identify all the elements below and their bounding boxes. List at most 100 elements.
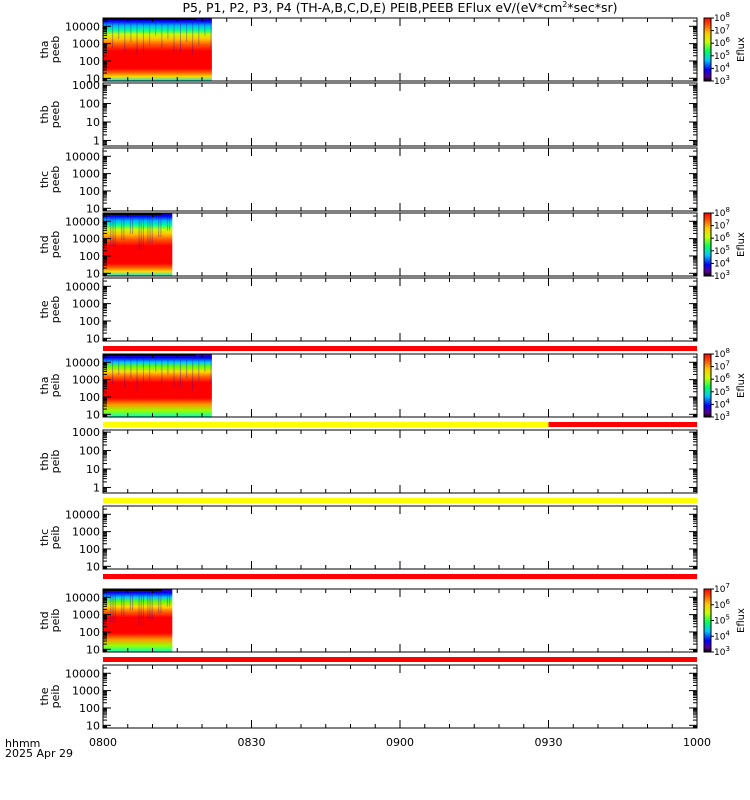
spectrogram-streak [136, 20, 138, 55]
y-tick-label: 10 [86, 267, 100, 280]
y-axis-label-line: tha [38, 40, 51, 58]
y-tick-label: 1 [93, 481, 100, 494]
y-tick-label: 100 [79, 626, 100, 639]
spectrogram-streak [210, 20, 212, 49]
spectrogram-streak [198, 20, 200, 46]
y-tick-label: 1000 [72, 298, 100, 311]
y-tick-label: 10000 [65, 215, 100, 228]
colorbar-tick-label: 104 [714, 629, 730, 642]
spectrogram-streak [161, 20, 163, 49]
spectrogram-streak [160, 591, 162, 614]
y-tick-label: 1 [93, 134, 100, 147]
y-axis-label-line: thd [38, 235, 51, 253]
y-axis-label-line: thc [38, 529, 51, 546]
colorbar-tick-label: 105 [714, 244, 730, 257]
spectrogram-streak [118, 20, 120, 39]
spectrogram-streak [167, 20, 169, 39]
y-tick-label: 10 [86, 463, 100, 476]
spectrogram-streak [180, 356, 181, 388]
date-label: 2025 Apr 29 [5, 747, 73, 760]
y-tick-label: 1000 [72, 685, 100, 698]
spectrogram-streak [110, 215, 112, 247]
panel-frame [102, 588, 698, 653]
colorbar-tick-exponent: 6 [725, 598, 730, 606]
y-tick-label: 10000 [65, 20, 100, 33]
y-tick-label: 10 [86, 643, 100, 656]
spectrogram-streak [210, 356, 212, 385]
colorbar-tick-label: 107 [714, 582, 730, 595]
spectrogram-streak [169, 215, 171, 231]
panel-frame [102, 429, 698, 494]
colorbar-tick-base: 10 [714, 14, 726, 24]
panel-frame [102, 82, 698, 147]
spectrogram-streak [149, 356, 151, 382]
spectrogram-streak [132, 215, 134, 234]
spectrogram-streak [112, 215, 114, 247]
y-tick-label: 10 [86, 72, 100, 85]
spectrogram-data [103, 589, 173, 652]
colorbar-tick-exponent: 3 [725, 74, 729, 82]
spectrogram-streak [167, 356, 169, 375]
flag-bar-red [103, 346, 697, 351]
colorbar-tick-label: 105 [714, 385, 730, 398]
spectrogram-streak [204, 356, 206, 372]
x-axis: 0800 0830 0900 0930 1000 [89, 736, 711, 749]
colorbar-tick-exponent: 8 [725, 206, 729, 214]
spectrogram-streak [173, 356, 175, 388]
spectrogram-streak [121, 591, 123, 617]
y-tick-label: 1000 [72, 168, 100, 181]
spectrogram-streak [160, 215, 162, 238]
panel-frame [102, 212, 698, 277]
colorbar-tick-label: 103 [714, 645, 730, 658]
colorbar-tick-label: 108 [714, 11, 730, 24]
y-axis-label-line: tha [38, 376, 51, 394]
colorbar-tick-label: 105 [714, 49, 730, 62]
time-axis-label: hhmm [5, 737, 40, 750]
spectrogram-streak [114, 591, 116, 623]
y-tick-label: 1000 [72, 426, 100, 439]
y-axis-label-line: peeb [49, 101, 62, 129]
spectrogram-streak [149, 20, 151, 46]
colorbar-tick-base: 10 [714, 601, 726, 611]
spectrogram-streak [114, 215, 116, 247]
colorbar-gradient [703, 353, 712, 418]
y-axis-label-line: peib [49, 609, 62, 633]
spectrogram-streak [192, 20, 194, 55]
spectrogram-streak [180, 20, 181, 52]
colorbar-tick-exponent: 5 [725, 614, 729, 622]
spectrogram-streak [140, 215, 142, 250]
spectrogram-streak [118, 356, 120, 375]
y-tick-label: 1000 [72, 526, 100, 539]
colorbar-tick-label: 107 [714, 219, 730, 232]
colorbar-tick-label: 105 [714, 614, 730, 627]
colorbar-tick-base: 10 [714, 52, 726, 62]
colorbar-label: Eflux [736, 608, 747, 633]
colorbar-tick-exponent: 5 [725, 385, 729, 393]
y-tick-label: 10000 [65, 667, 100, 680]
y-tick-label: 10000 [65, 591, 100, 604]
colorbar-tick-label: 106 [714, 598, 730, 611]
colorbar-tick-label: 108 [714, 206, 730, 219]
y-axis-label-line: thc [38, 171, 51, 188]
colorbar-tick-base: 10 [714, 585, 726, 595]
spectrogram-streak [151, 591, 153, 620]
colorbar-tick-exponent: 6 [725, 36, 730, 44]
spectrogram-streak [123, 591, 125, 617]
spectrogram-streak [124, 356, 126, 388]
y-axis-label-line: peib [49, 526, 62, 550]
colorbar-tick-base: 10 [714, 234, 726, 244]
colorbar-tick-exponent: 3 [725, 645, 729, 653]
y-axis-label: thepeib [38, 685, 62, 709]
colorbar-label: Eflux [736, 37, 747, 62]
spectrogram-streak [155, 356, 157, 372]
y-axis-label: thapeib [38, 374, 62, 398]
panel-thb-peeb: 1 10 100 1000 thbpeeb [38, 79, 698, 147]
flag-bar-red [548, 422, 697, 427]
colorbar-tick-exponent: 8 [725, 347, 729, 355]
y-tick-label: 10 [86, 202, 100, 215]
spectrogram-streak [143, 591, 144, 626]
y-tick-label: 10 [86, 116, 100, 129]
